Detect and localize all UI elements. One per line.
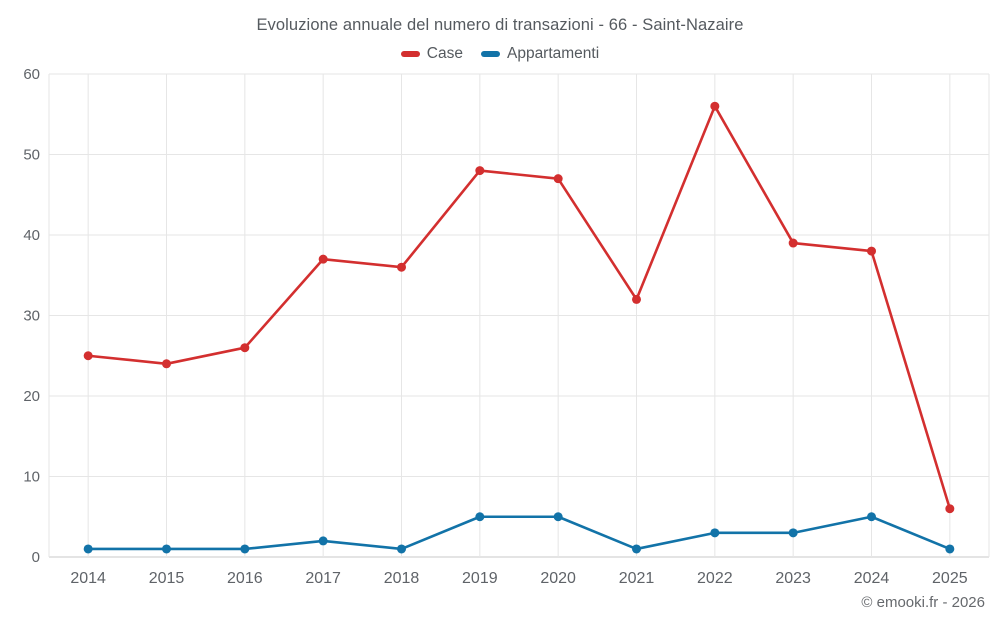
data-point-case-2023[interactable] bbox=[788, 238, 798, 248]
data-point-appartamenti-2018[interactable] bbox=[397, 544, 406, 554]
data-point-case-2015[interactable] bbox=[162, 359, 171, 369]
x-axis-tick-label-2018: 2018 bbox=[384, 570, 420, 587]
data-point-appartamenti-2023[interactable] bbox=[788, 528, 798, 538]
y-axis-tick-label-10: 10 bbox=[23, 469, 40, 486]
legend-swatch-case-icon bbox=[400, 51, 420, 57]
x-axis-tick-label-2024: 2024 bbox=[854, 570, 890, 587]
data-point-appartamenti-2016[interactable] bbox=[240, 544, 250, 554]
x-axis-tick-label-2023: 2023 bbox=[775, 570, 811, 587]
legend-swatch-appartamenti-icon bbox=[480, 51, 500, 57]
data-point-case-2022[interactable] bbox=[710, 101, 720, 111]
data-point-appartamenti-2025[interactable] bbox=[945, 544, 955, 554]
data-point-appartamenti-2017[interactable] bbox=[318, 536, 328, 546]
x-axis-tick-label-2022: 2022 bbox=[697, 570, 733, 587]
legend-item-appartamenti[interactable]: Appartamenti bbox=[480, 45, 600, 63]
y-axis-tick-label-0: 0 bbox=[32, 549, 40, 566]
x-axis-tick-label-2019: 2019 bbox=[462, 570, 498, 587]
data-point-appartamenti-2020[interactable] bbox=[553, 512, 563, 522]
data-point-appartamenti-2024[interactable] bbox=[867, 512, 876, 522]
data-point-case-2020[interactable] bbox=[553, 174, 563, 184]
legend-label-case: Case bbox=[426, 45, 463, 62]
data-point-appartamenti-2019[interactable] bbox=[475, 512, 485, 522]
y-axis-tick-label-50: 50 bbox=[23, 147, 40, 164]
copyright-text: © emooki.fr - 2026 bbox=[861, 594, 985, 611]
data-point-appartamenti-2014[interactable] bbox=[83, 544, 93, 554]
chart-title: Evoluzione annuale del numero di transaz… bbox=[256, 16, 744, 34]
data-point-appartamenti-2021[interactable] bbox=[632, 544, 641, 554]
x-axis-tick-label-2020: 2020 bbox=[540, 570, 576, 587]
y-axis-tick-label-20: 20 bbox=[23, 388, 40, 405]
legend-item-case[interactable]: Case bbox=[400, 45, 463, 63]
data-point-case-2016[interactable] bbox=[240, 343, 250, 353]
data-point-appartamenti-2015[interactable] bbox=[162, 544, 171, 554]
data-point-case-2019[interactable] bbox=[475, 166, 485, 176]
x-axis-tick-label-2016: 2016 bbox=[227, 570, 263, 587]
y-axis-tick-label-40: 40 bbox=[23, 227, 40, 244]
data-point-case-2025[interactable] bbox=[945, 504, 955, 514]
x-axis-tick-label-2015: 2015 bbox=[149, 570, 185, 587]
data-point-case-2017[interactable] bbox=[318, 254, 328, 264]
x-axis-tick-label-2021: 2021 bbox=[619, 570, 655, 587]
y-axis-tick-label-60: 60 bbox=[23, 66, 40, 83]
x-axis-tick-label-2014: 2014 bbox=[70, 570, 106, 587]
series-line-appartamenti bbox=[86, 515, 952, 551]
data-point-appartamenti-2022[interactable] bbox=[710, 528, 720, 538]
series-line-case bbox=[86, 104, 952, 511]
data-point-case-2018[interactable] bbox=[397, 262, 406, 272]
data-point-case-2021[interactable] bbox=[632, 294, 641, 304]
chart-legend: Case Appartamenti bbox=[0, 45, 1000, 63]
x-axis-tick-label-2017: 2017 bbox=[305, 570, 341, 587]
y-axis-tick-label-30: 30 bbox=[23, 308, 40, 325]
legend-label-appartamenti: Appartamenti bbox=[506, 45, 600, 62]
data-point-case-2024[interactable] bbox=[867, 246, 876, 256]
data-point-case-2014[interactable] bbox=[83, 351, 93, 361]
x-axis-tick-label-2025: 2025 bbox=[932, 570, 968, 587]
